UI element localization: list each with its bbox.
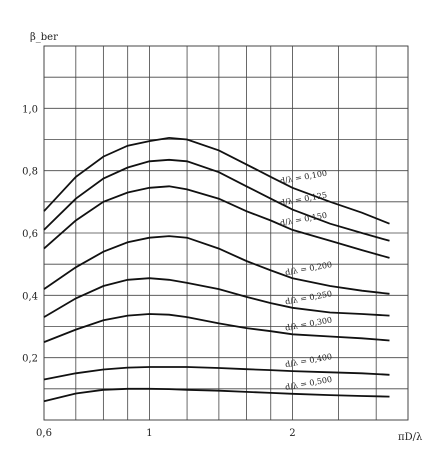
y-tick-label: 1,0 bbox=[22, 104, 38, 115]
curve-label-4: d/λ = 0,250 bbox=[284, 289, 332, 306]
curve-label-1: d/λ = 0,125 bbox=[279, 190, 327, 207]
series-curve-0 bbox=[43, 136, 390, 225]
curve-label-6: d/λ = 0,400 bbox=[284, 352, 332, 369]
series-curve-6 bbox=[43, 366, 390, 381]
x-tick-label: 2 bbox=[289, 428, 295, 439]
curve-label-3: d/λ = 0,200 bbox=[284, 260, 332, 277]
curve-label-5: d/λ = 0,300 bbox=[284, 315, 332, 332]
x-tick-label: 0,6 bbox=[36, 428, 52, 439]
y-tick-label: 0,6 bbox=[22, 229, 38, 240]
series-curve-5 bbox=[43, 313, 390, 343]
series-curve-7 bbox=[43, 387, 390, 403]
curves bbox=[43, 136, 390, 403]
y-tick-label: 0,2 bbox=[22, 354, 38, 365]
y-tick-label: 0,4 bbox=[22, 291, 38, 302]
series-curve-4 bbox=[43, 277, 390, 318]
y-tick-label: 0,8 bbox=[22, 167, 38, 178]
x-axis-title: πD/λ bbox=[398, 432, 423, 443]
series-curve-2 bbox=[43, 185, 390, 259]
y-axis-title: β_ber bbox=[30, 32, 58, 43]
curve-label-0: d/λ = 0,100 bbox=[279, 169, 327, 186]
series-curve-3 bbox=[43, 235, 390, 295]
curve-label-7: d/λ = 0,500 bbox=[284, 375, 332, 392]
x-tick-label: 1 bbox=[146, 428, 152, 439]
series-curve-1 bbox=[43, 158, 390, 242]
grid bbox=[43, 45, 409, 421]
